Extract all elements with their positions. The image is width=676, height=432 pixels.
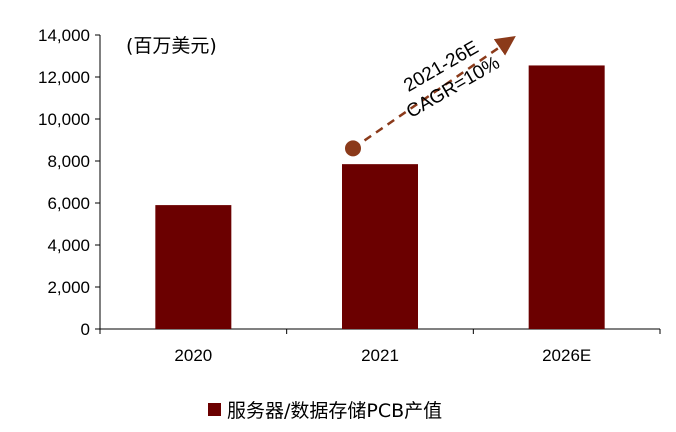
bar-2021 <box>342 164 418 329</box>
y-tick-label: 8,000 <box>47 152 90 171</box>
unit-label: (百万美元) <box>126 35 217 57</box>
trend-start-dot <box>345 140 361 157</box>
trend-arrow-line <box>352 35 516 150</box>
x-tick-label: 2020 <box>174 346 212 365</box>
legend-swatch <box>208 403 221 416</box>
y-tick-label: 2,000 <box>47 278 90 297</box>
x-tick-label: 2021 <box>361 346 399 365</box>
cagr-annotation: 2021-26E CAGR=10% <box>400 37 503 123</box>
y-axis: 0 2,000 4,000 6,000 8,000 10,000 12,000 14,000 <box>38 26 101 339</box>
y-tick-label: 12,000 <box>38 68 90 87</box>
y-tick-label: 14,000 <box>38 26 90 45</box>
y-tick-label: 10,000 <box>38 110 90 129</box>
bars <box>155 65 605 329</box>
y-tick-label: 6,000 <box>47 194 90 213</box>
y-tick-label: 0 <box>81 320 90 339</box>
x-axis: 2020 2021 2026E <box>99 328 661 365</box>
bar-2026E <box>528 65 605 329</box>
y-tick-label: 4,000 <box>47 236 90 255</box>
legend-label: 服务器/数据存储PCB产值 <box>227 400 443 422</box>
legend: 服务器/数据存储PCB产值 <box>208 396 442 423</box>
bar-2020 <box>155 205 232 329</box>
cagr-trend-arrow <box>345 35 516 157</box>
x-tick-label: 2026E <box>542 346 591 365</box>
